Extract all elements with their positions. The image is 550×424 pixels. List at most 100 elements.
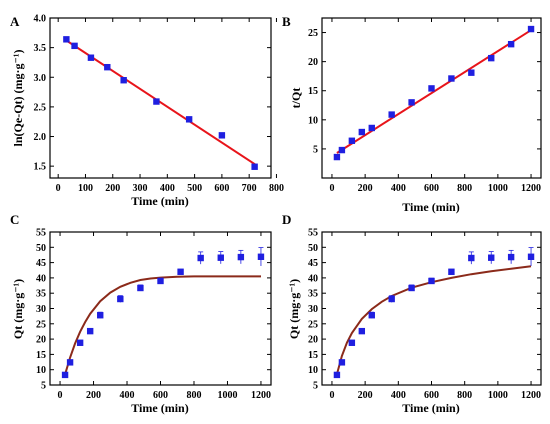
y-tick-label: 25 <box>308 319 318 330</box>
x-tick-label: 600 <box>424 390 439 401</box>
x-tick-label: 1000 <box>488 390 508 401</box>
y-tick-label: 20 <box>36 335 46 346</box>
x-axis-title: Time (min) <box>131 194 188 208</box>
x-tick-label: 400 <box>391 183 406 194</box>
data-point <box>368 312 375 319</box>
data-point <box>66 359 74 366</box>
x-tick-label: 0 <box>329 390 334 401</box>
x-tick-label: 700 <box>242 183 257 194</box>
data-point <box>333 153 341 161</box>
data-point <box>338 146 346 154</box>
panel-label: B <box>282 14 291 29</box>
data-point <box>86 327 94 335</box>
data-point <box>185 116 193 123</box>
x-tick-label: 400 <box>120 390 135 401</box>
data-point <box>428 85 435 92</box>
y-tick-label: 15 <box>308 350 318 361</box>
x-tick-label: 1200 <box>521 183 541 194</box>
data-point <box>61 371 69 379</box>
fit-line <box>336 29 532 154</box>
data-point <box>63 36 70 43</box>
data-point <box>408 99 415 106</box>
x-tick-label: 600 <box>153 390 168 401</box>
y-tick-label: 40 <box>36 273 46 284</box>
x-tick-label: 200 <box>105 183 120 194</box>
data-point <box>527 253 535 260</box>
panel-c: 0 200 400 600 800 1000 1200 5 10 15 20 25 30 35 40 45 50… <box>10 212 272 415</box>
y-tick-label: 35 <box>36 289 46 300</box>
y-tick-label: 1.5 <box>34 162 47 173</box>
data-point <box>104 63 111 71</box>
y-tick-label: 5 <box>313 144 318 155</box>
x-tick-label: 0 <box>58 390 63 401</box>
data-point <box>388 111 395 118</box>
y-tick-label: 10 <box>36 365 46 376</box>
data-point <box>257 253 265 260</box>
y-tick-label: 25 <box>36 319 46 330</box>
fit-line <box>64 275 261 375</box>
x-tick-label: 600 <box>214 183 229 194</box>
panel-label: D <box>282 212 291 227</box>
data-point <box>358 327 366 335</box>
data-point <box>197 254 204 262</box>
data-point <box>388 295 395 303</box>
data-point <box>488 254 495 261</box>
x-tick-label: 800 <box>269 183 284 194</box>
data-point <box>237 253 245 261</box>
y-tick-label: 3.0 <box>34 73 47 84</box>
data-point <box>468 69 475 76</box>
data-point <box>117 295 124 303</box>
panel-d: 0 200 400 600 800 1000 1200 5 10 15 20 25 30 35 40 45 50… <box>282 212 542 415</box>
x-tick-label: 200 <box>86 390 101 401</box>
x-axis-title: Time (min) <box>131 401 188 415</box>
y-tick-label: 55 <box>36 228 46 239</box>
data-point <box>87 54 95 61</box>
data-point <box>368 124 375 132</box>
y-axis-title: ln(Qe-Qt) (mg·g⁻¹) <box>11 50 25 147</box>
plot-frame <box>49 17 272 179</box>
x-tick-label: 1000 <box>217 390 237 401</box>
data-point <box>157 277 164 285</box>
y-tick-label: 25 <box>308 28 318 39</box>
x-tick-label: 600 <box>424 183 439 194</box>
x-tick-label: 0 <box>329 183 334 194</box>
panel-b: 0 200 400 600 800 1000 1200 5 10 15 20 25 B Time (min… <box>282 14 542 214</box>
data-point <box>488 54 495 62</box>
y-tick-label: 50 <box>308 243 318 254</box>
x-axis-title: Time (min) <box>402 401 459 415</box>
y-tick-label: 50 <box>36 243 46 254</box>
y-tick-label: 2.0 <box>34 132 47 143</box>
data-point <box>348 137 356 144</box>
y-tick-label: 35 <box>308 289 318 300</box>
fit-line <box>65 39 257 166</box>
x-tick-label: 200 <box>358 390 373 401</box>
x-tick-label: 300 <box>133 183 148 194</box>
x-tick-label: 1200 <box>251 390 271 401</box>
x-tick-label: 400 <box>391 390 406 401</box>
data-point <box>177 268 184 275</box>
y-tick-label: 15 <box>308 86 318 97</box>
y-tick-label: 3.5 <box>34 43 47 54</box>
y-tick-label: 45 <box>36 258 46 269</box>
y-tick-label: 2.5 <box>34 102 47 113</box>
x-tick-label: 0 <box>56 183 61 194</box>
y-tick-label: 15 <box>36 350 46 361</box>
data-point <box>97 312 104 319</box>
data-point <box>408 284 415 292</box>
data-point <box>338 359 346 366</box>
y-tick-label: 20 <box>308 335 318 346</box>
x-tick-label: 100 <box>78 183 93 194</box>
x-tick-label: 800 <box>186 390 201 401</box>
x-tick-label: 400 <box>160 183 175 194</box>
data-point <box>348 339 356 346</box>
panel-label: A <box>10 14 20 29</box>
y-axis-title: t/Qt <box>289 88 303 109</box>
data-point <box>527 25 535 33</box>
y-tick-label: 45 <box>308 258 318 269</box>
y-tick-label: 55 <box>308 228 318 239</box>
data-point <box>218 132 226 139</box>
y-tick-label: 4.0 <box>34 14 47 25</box>
y-tick-label: 10 <box>308 115 318 126</box>
panel-a: 0 100 200 300 400 500 600 700 800 1.5 2.0 2.5 3.0 3.5… <box>10 14 284 209</box>
